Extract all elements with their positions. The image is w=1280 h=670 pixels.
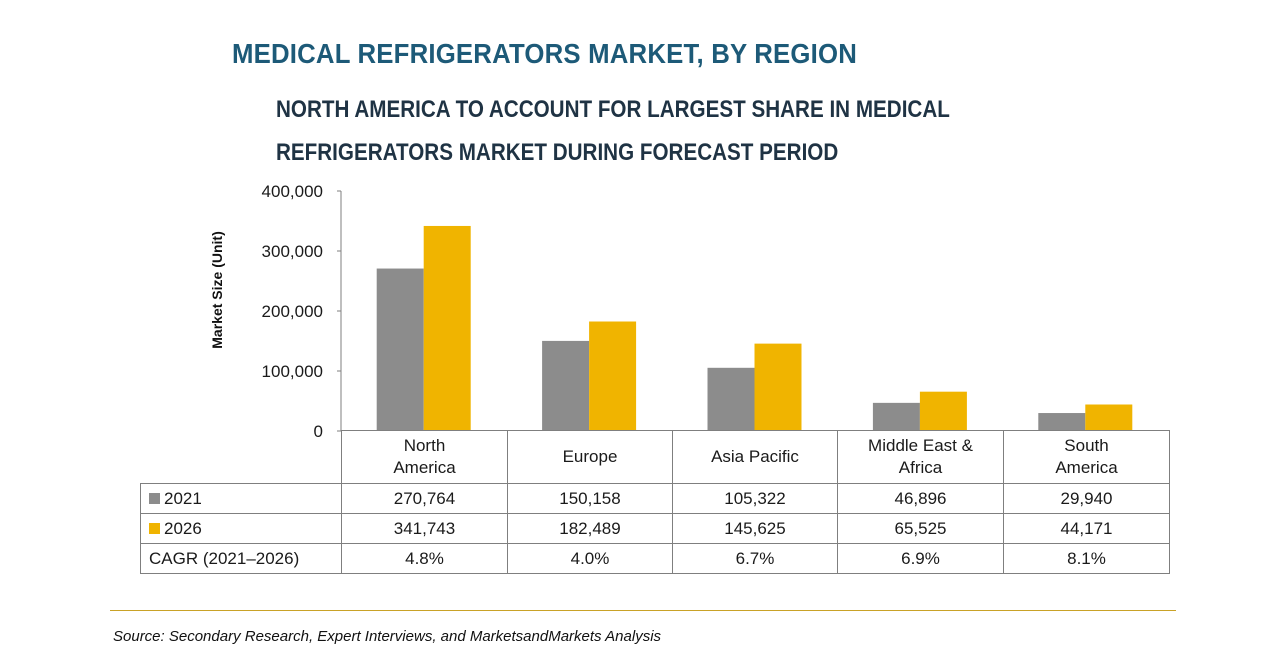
y-axis-label: Market Size (Unit) xyxy=(209,231,225,348)
table-cell: 4.8% xyxy=(341,543,508,574)
table-corner xyxy=(140,430,342,484)
bar-2021-3 xyxy=(707,367,755,431)
legend-swatch xyxy=(149,522,160,534)
bar-2026-3 xyxy=(754,343,802,431)
subtitle-line-2: REFRIGERATORS MARKET DURING FORECAST PER… xyxy=(276,139,839,166)
table-cell: 4.0% xyxy=(507,543,673,574)
y-tick-label: 100,000 xyxy=(262,362,323,381)
table-cell: 46,896 xyxy=(837,483,1004,514)
table-cell: 341,743 xyxy=(341,513,508,544)
table-cell: 6.9% xyxy=(837,543,1004,574)
footer-divider xyxy=(110,610,1176,611)
subtitle-line-1: NORTH AMERICA TO ACCOUNT FOR LARGEST SHA… xyxy=(276,96,950,123)
table-cell: 6.7% xyxy=(672,543,838,574)
table-cell: 29,940 xyxy=(1003,483,1170,514)
bars xyxy=(376,225,1133,431)
y-tick-label: 300,000 xyxy=(262,242,323,261)
category-label: Middle East & Africa xyxy=(837,430,1004,484)
category-row: North America Europe Asia Pacific Middle Eas… xyxy=(140,430,1170,484)
bar-2026-5 xyxy=(1085,404,1133,431)
category-label: Asia Pacific xyxy=(672,430,838,484)
table-cell: 105,322 xyxy=(672,483,838,514)
data-table: North America Europe Asia Pacific Middle Eas… xyxy=(140,430,1170,574)
bar-2026-2 xyxy=(589,321,637,431)
legend-swatch xyxy=(149,492,160,504)
table-body: 2021 270,764 150,158 105,322 46,896 29,940 202… xyxy=(140,483,1170,574)
row-header: CAGR (2021–2026) xyxy=(140,543,342,574)
chart-subtitle: NORTH AMERICA TO ACCOUNT FOR LARGEST SHA… xyxy=(276,88,981,174)
bar-2021-2 xyxy=(542,340,590,431)
table-cell: 182,489 xyxy=(507,513,673,544)
bar-2026-1 xyxy=(423,225,471,431)
source-note: Source: Secondary Research, Expert Inter… xyxy=(113,628,662,645)
category-label: North America xyxy=(341,430,508,484)
table-row: 2026 341,743 182,489 145,625 65,525 44,171 xyxy=(140,513,1170,544)
table-cell: 145,625 xyxy=(672,513,838,544)
table-cell: 270,764 xyxy=(341,483,508,514)
category-label: South America xyxy=(1003,430,1170,484)
bar-2021-4 xyxy=(872,402,920,431)
bar-2021-1 xyxy=(376,268,424,431)
y-tick-label: 400,000 xyxy=(262,182,323,201)
table-row: CAGR (2021–2026) 4.8% 4.0% 6.7% 6.9% 8.1% xyxy=(140,543,1170,574)
chart-title: MEDICAL REFRIGERATORS MARKET, BY REGION xyxy=(232,38,857,69)
y-tick-label: 200,000 xyxy=(262,302,323,321)
category-label: Europe xyxy=(507,430,673,484)
table-cell: 150,158 xyxy=(507,483,673,514)
table-cell: 44,171 xyxy=(1003,513,1170,544)
bar-2021-5 xyxy=(1038,413,1086,431)
row-header: 2026 xyxy=(140,513,342,544)
row-header: 2021 xyxy=(140,483,342,514)
table-row: 2021 270,764 150,158 105,322 46,896 29,940 xyxy=(140,483,1170,514)
table-cell: 8.1% xyxy=(1003,543,1170,574)
bar-2026-4 xyxy=(919,391,967,431)
table-cell: 65,525 xyxy=(837,513,1004,544)
